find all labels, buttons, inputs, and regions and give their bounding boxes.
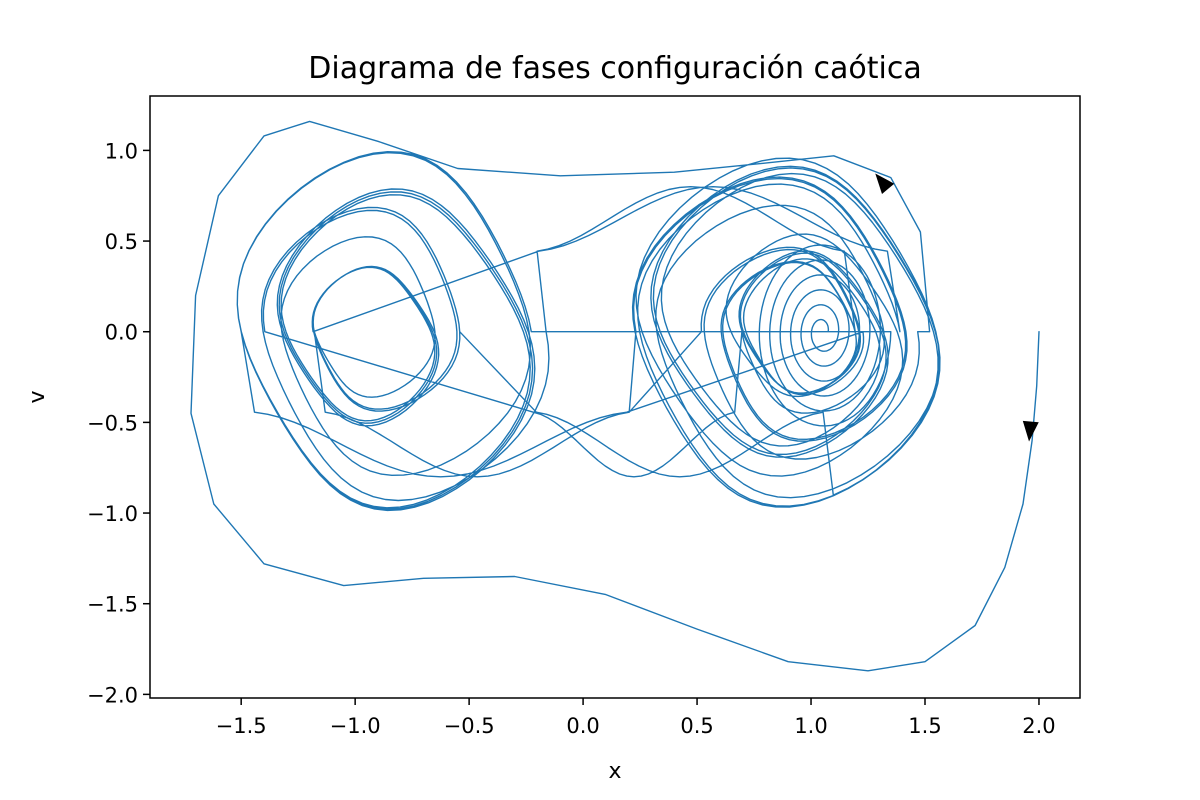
x-tick-label: 1.5 [908, 714, 941, 738]
x-tick-label: 2.0 [1022, 714, 1055, 738]
y-tick-label: −1.5 [87, 593, 138, 617]
arrow-annotations [875, 173, 1039, 442]
x-tick-label: −1.0 [330, 714, 381, 738]
y-tick-label: 1.0 [105, 139, 138, 163]
trajectory-arrow [1022, 420, 1039, 442]
x-tick-label: −0.5 [444, 714, 495, 738]
x-tick-label: 1.0 [794, 714, 827, 738]
y-axis-ticks: −2.0 −1.5 −1.0 −0.5 0.0 0.5 1.0 [87, 139, 150, 707]
y-tick-label: 0.0 [105, 321, 138, 345]
x-axis-label: x [608, 759, 621, 784]
y-tick-label: 0.5 [105, 230, 138, 254]
y-tick-label: −1.0 [87, 502, 138, 526]
x-tick-label: −1.5 [216, 714, 267, 738]
plot-area [190, 120, 1040, 672]
y-axis-label: v [25, 390, 50, 403]
x-tick-label: 0.0 [566, 714, 599, 738]
y-tick-label: −2.0 [87, 683, 138, 707]
axes-frame [149, 95, 1081, 699]
chart-title: Diagrama de fases configuración caótica [308, 51, 921, 86]
trajectory-arrow [875, 173, 895, 195]
x-axis-ticks: −1.5 −1.0 −0.5 0.0 0.5 1.0 1.5 2.0 [216, 698, 1056, 738]
x-tick-label: 0.5 [680, 714, 713, 738]
y-tick-label: −0.5 [87, 411, 138, 435]
trajectory-line [190, 120, 1040, 672]
